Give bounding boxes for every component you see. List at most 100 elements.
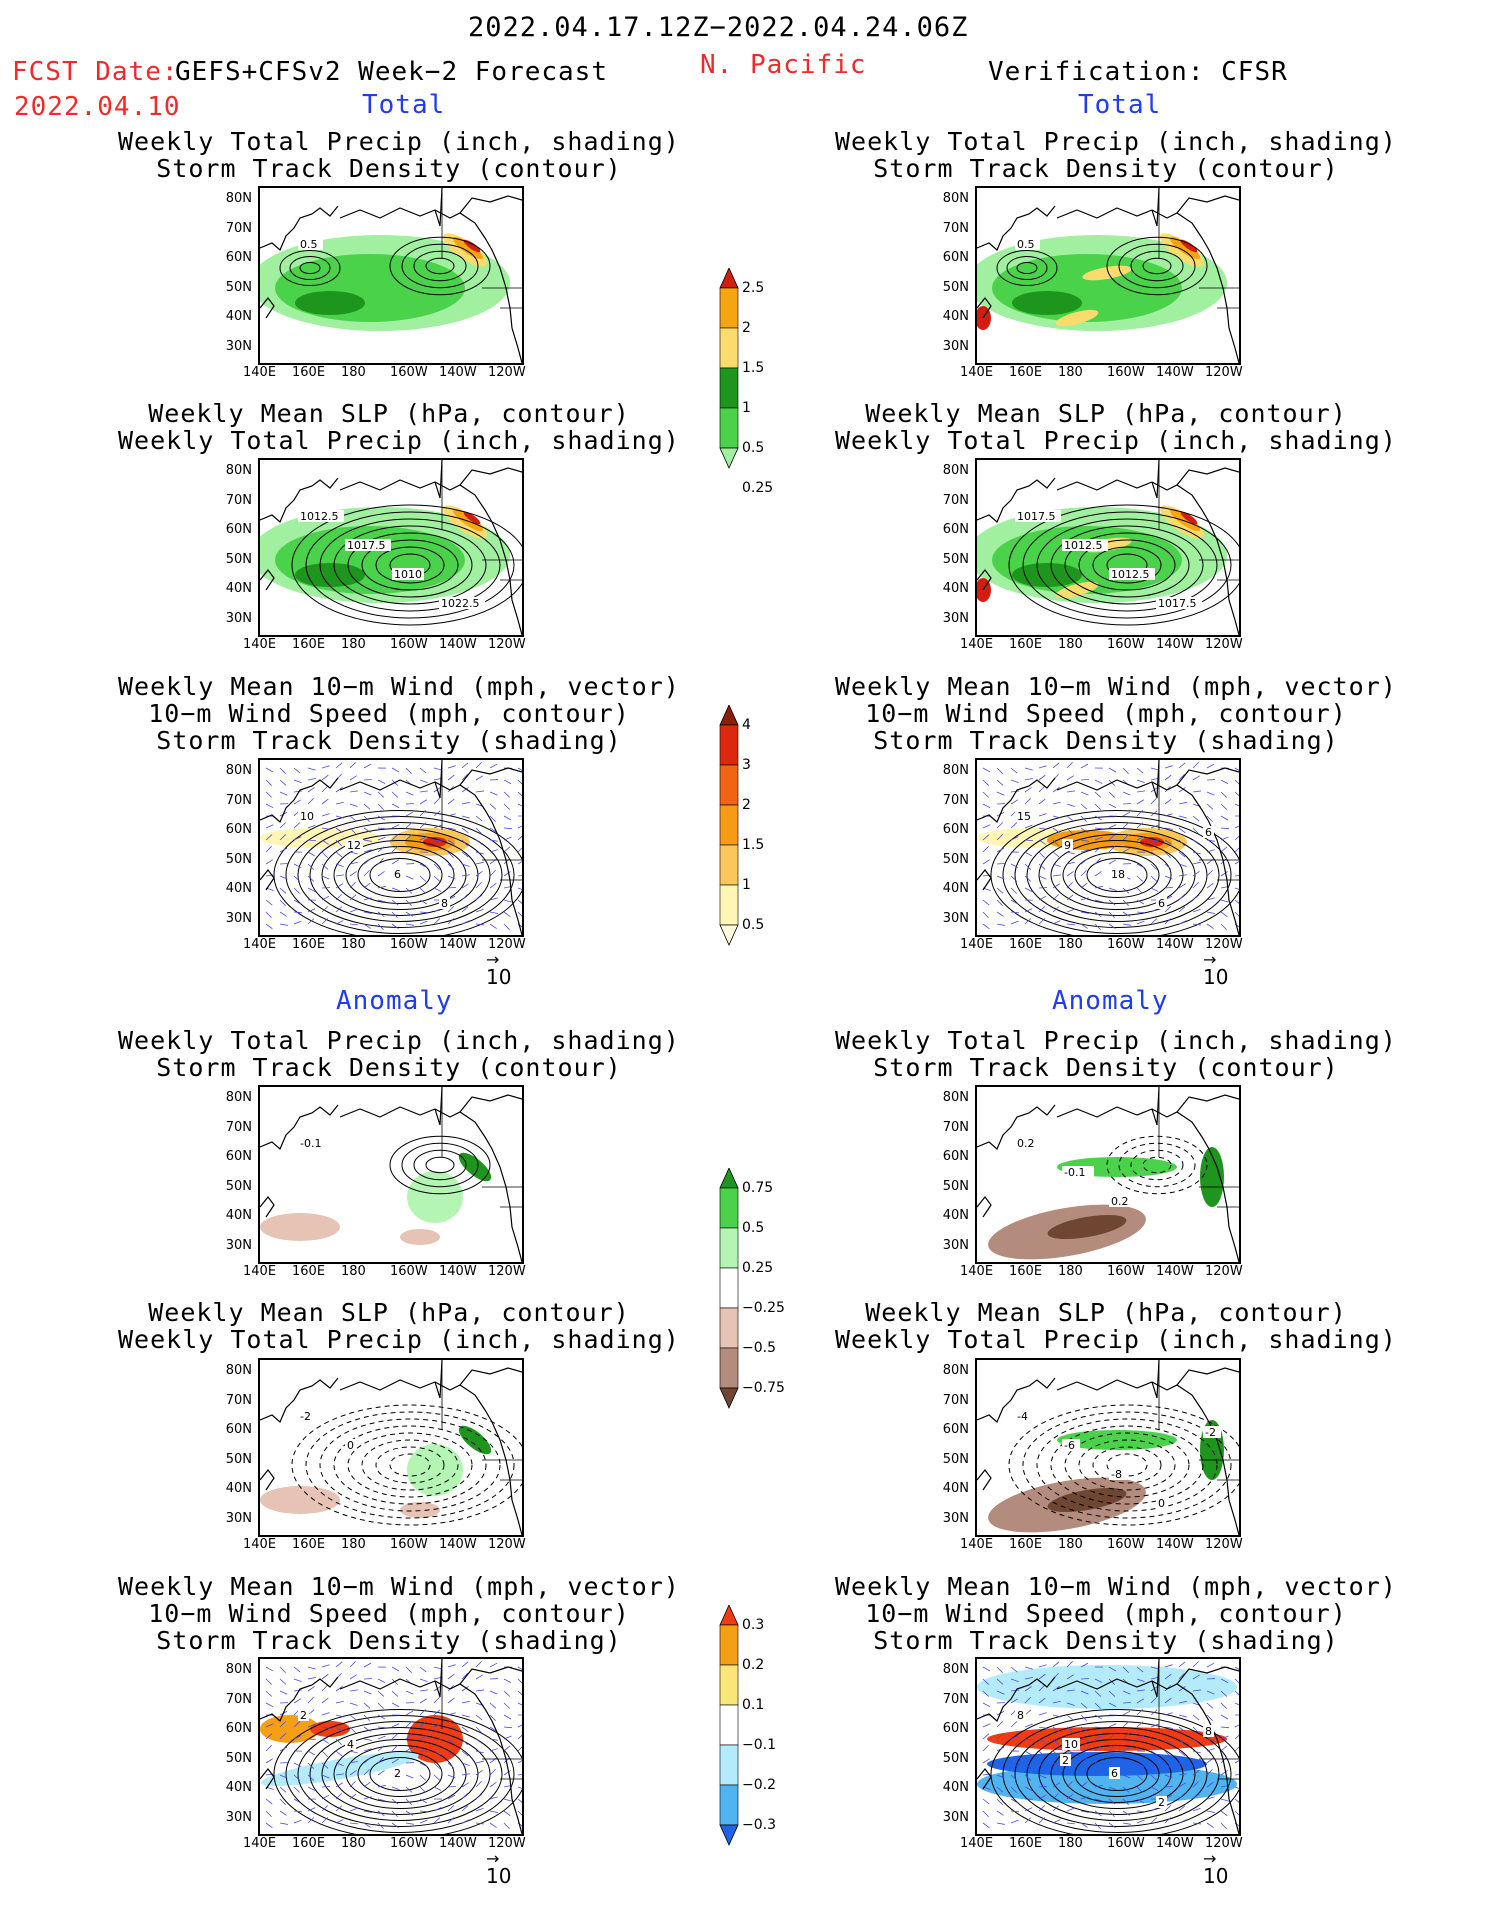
wind-vector bbox=[1052, 1793, 1059, 1800]
wind-vector bbox=[363, 1662, 372, 1668]
wind-vector bbox=[1136, 863, 1145, 869]
wind-vector bbox=[419, 799, 427, 805]
wind-vector bbox=[1094, 1702, 1101, 1709]
wind-vector bbox=[982, 923, 990, 930]
lat-tick-label: 60N bbox=[942, 1149, 969, 1164]
contour-label: 2 bbox=[300, 1709, 307, 1722]
coastline bbox=[459, 467, 522, 486]
lat-tick-label: 80N bbox=[942, 1662, 969, 1677]
wind-vector bbox=[433, 1738, 442, 1741]
wind-vector bbox=[1206, 1714, 1213, 1721]
wind-vector bbox=[1108, 1758, 1117, 1764]
contour-line bbox=[1026, 828, 1208, 922]
coastline bbox=[1056, 207, 1239, 363]
panel-title-line: 10−m Wind Speed (mph, contour) bbox=[148, 699, 630, 728]
coastline bbox=[1056, 779, 1239, 935]
wind-vector bbox=[1010, 1798, 1019, 1804]
colorbar-segment bbox=[719, 1704, 739, 1746]
wind-vector bbox=[405, 1721, 413, 1728]
wind-vector bbox=[1066, 861, 1075, 865]
wind-vector bbox=[1094, 791, 1102, 798]
wind-vector bbox=[391, 834, 399, 841]
political-border bbox=[441, 1360, 522, 1481]
wind-vector bbox=[1066, 1822, 1075, 1825]
wind-vector bbox=[335, 1762, 344, 1766]
wind-vector bbox=[279, 899, 286, 906]
wind-vector bbox=[447, 839, 455, 845]
lat-tick-label: 50N bbox=[942, 551, 969, 567]
colorbar-cap bbox=[719, 1387, 739, 1409]
colorbar-label: −0.2 bbox=[742, 1777, 776, 1793]
coastline bbox=[434, 1360, 443, 1399]
coastline bbox=[977, 205, 1056, 251]
wind-vector bbox=[1164, 827, 1173, 830]
wind-vector bbox=[1220, 791, 1228, 798]
wind-vector bbox=[489, 1768, 496, 1776]
wind-vector bbox=[1080, 779, 1090, 781]
panel-title-line: Weekly Mean SLP (hPa, contour) bbox=[865, 1298, 1347, 1327]
wind-vector bbox=[1234, 803, 1239, 807]
wind-vector bbox=[1080, 1757, 1088, 1764]
wind-vector bbox=[391, 1758, 400, 1764]
contour-line bbox=[347, 1432, 473, 1498]
wind-vector bbox=[1192, 851, 1201, 855]
wind-vector bbox=[1024, 1774, 1032, 1781]
contour-line bbox=[1006, 256, 1048, 280]
wind-vector bbox=[279, 1678, 287, 1685]
wind-vector bbox=[1220, 1798, 1229, 1802]
wind-vector bbox=[996, 1721, 1004, 1728]
lon-tick-label: 140E bbox=[243, 637, 277, 652]
wind-vector bbox=[1080, 815, 1087, 822]
wind-vector bbox=[982, 1690, 990, 1697]
wind-vector bbox=[349, 851, 358, 855]
wind-vector bbox=[1206, 839, 1215, 842]
wind-vector bbox=[391, 1723, 400, 1728]
wind-vector bbox=[475, 790, 484, 793]
wind-vector bbox=[1164, 1762, 1172, 1769]
coastline bbox=[459, 767, 522, 786]
wind-vector bbox=[503, 1714, 512, 1720]
colorbar-segment bbox=[719, 1267, 739, 1309]
panel-title-line: Weekly Total Precip (inch, shading) bbox=[118, 426, 680, 455]
wind-vector bbox=[489, 897, 498, 901]
wind-vector bbox=[321, 774, 329, 781]
lon-tick-label: 180 bbox=[1058, 365, 1083, 380]
colorbar-cap bbox=[719, 1824, 739, 1846]
wind-vector bbox=[461, 815, 470, 819]
wind-vector bbox=[517, 803, 522, 807]
contour-label-bg bbox=[298, 1137, 330, 1149]
contour-label-bg bbox=[345, 539, 391, 551]
wind-vector bbox=[363, 839, 372, 842]
wind-vector bbox=[433, 1666, 442, 1670]
wind-vector bbox=[433, 1723, 442, 1728]
wind-vector bbox=[405, 822, 413, 829]
lon-tick-label: 120W bbox=[488, 1537, 526, 1552]
wind-vector bbox=[1010, 1819, 1019, 1824]
coastline bbox=[977, 1469, 992, 1491]
contour-label-bg bbox=[439, 897, 450, 909]
wind-vector bbox=[349, 1702, 358, 1706]
wind-vector bbox=[419, 822, 427, 829]
wind-vector bbox=[1066, 1781, 1073, 1788]
wind-vector bbox=[335, 1793, 342, 1800]
wind-vector bbox=[433, 1786, 442, 1791]
wind-vector bbox=[293, 767, 301, 774]
wind-vector bbox=[391, 846, 398, 853]
coastline bbox=[1176, 1094, 1239, 1113]
wind-vector bbox=[461, 863, 470, 867]
wind-vector bbox=[1150, 1786, 1159, 1791]
wind-vector bbox=[419, 1810, 429, 1813]
wind-vector bbox=[982, 1822, 990, 1829]
map-svg: 1012.5 1017.5 1010 1022.5 bbox=[260, 460, 522, 635]
lon-tick-label: 120W bbox=[488, 1836, 526, 1851]
wind-vector bbox=[391, 1745, 398, 1752]
wind-vector bbox=[1206, 1810, 1215, 1813]
wind-vector bbox=[1024, 918, 1032, 925]
wind-vector bbox=[461, 906, 469, 913]
wind-vector bbox=[1150, 863, 1157, 870]
vector-reference-label: 10 bbox=[1203, 965, 1229, 989]
wind-vector bbox=[321, 1817, 329, 1824]
contour-label-bg bbox=[1109, 1468, 1127, 1480]
wind-vector bbox=[321, 1794, 330, 1800]
contour-line bbox=[389, 1453, 431, 1477]
